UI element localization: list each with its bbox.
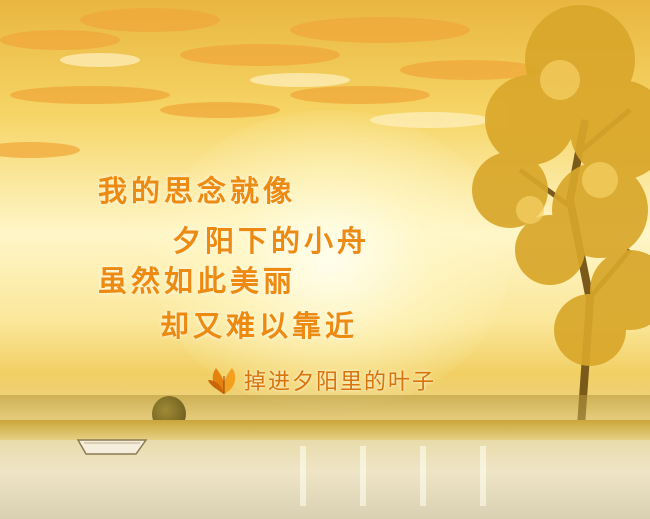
boat [76, 439, 148, 455]
shore [0, 420, 650, 442]
clouds [0, 8, 540, 158]
poem-line-3: 虽然如此美丽 [98, 264, 297, 298]
poem-line-1: 我的思念就像 [98, 174, 297, 208]
sun-glow [150, 110, 510, 410]
signature-text: 掉进夕阳里的叶子 [244, 370, 437, 395]
water-reflection [360, 446, 366, 506]
water-reflection [480, 446, 486, 506]
tree [472, 5, 650, 440]
poem-line-2: 夕阳下的小舟 [172, 224, 371, 258]
poem-line-4: 却又难以靠近 [160, 309, 359, 343]
water-reflection [300, 446, 306, 506]
water-reflection [420, 446, 426, 506]
leaf-icon [208, 368, 236, 394]
signature: 掉进夕阳里的叶子 [206, 360, 436, 400]
